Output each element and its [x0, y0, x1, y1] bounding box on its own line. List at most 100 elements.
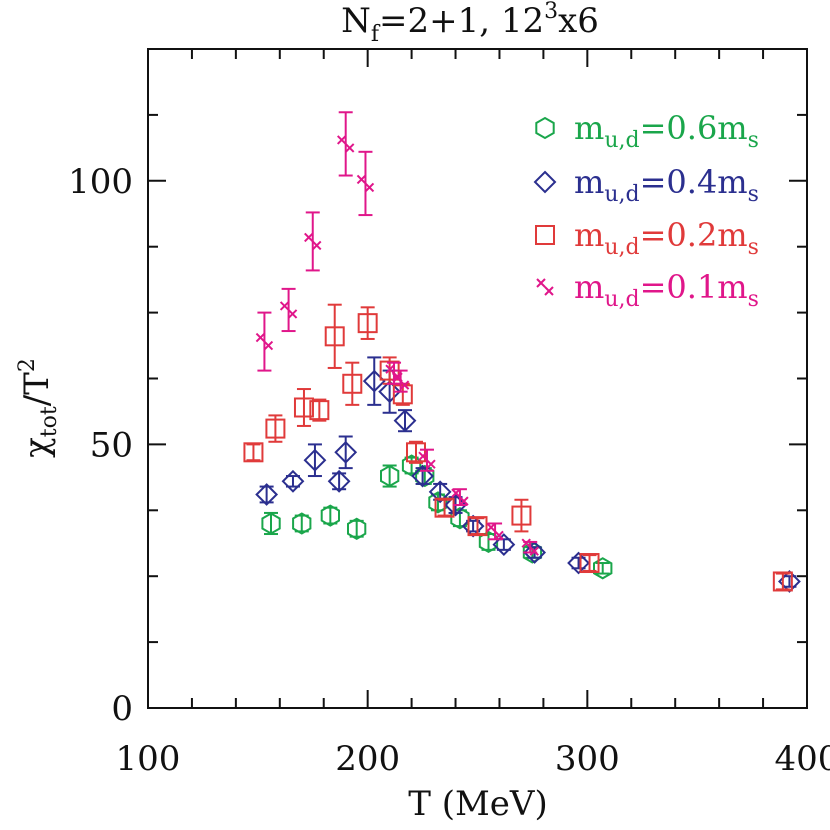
cross-stroke — [255, 332, 266, 343]
y-axis-title: χtot/T2 — [15, 358, 62, 458]
diamond-shape — [334, 440, 358, 464]
hexagon-shape — [261, 512, 281, 535]
legend-marker-diamond — [533, 170, 557, 194]
data-point — [380, 464, 400, 488]
square-marker — [392, 384, 413, 405]
diamond-shape — [428, 480, 452, 504]
x-tick-label: 100 — [116, 739, 181, 779]
square-marker — [293, 397, 314, 418]
legend-label-0: mu,d=0.6ms — [574, 109, 759, 153]
cross-stroke — [385, 364, 395, 374]
y-tick-label: 100 — [68, 162, 133, 202]
square-shape — [324, 326, 345, 347]
data-point — [303, 443, 327, 478]
diamond-shape — [393, 409, 417, 433]
legend-label-2: mu,d=0.2ms — [574, 216, 759, 260]
data-point — [293, 388, 314, 427]
data-point — [281, 469, 305, 493]
diamond-marker — [492, 533, 516, 556]
diamond-shape — [492, 533, 516, 556]
cross-stroke — [263, 340, 274, 351]
diamond-marker — [378, 380, 402, 404]
legend-square-icon — [535, 225, 555, 245]
hexagon-shape — [380, 464, 400, 488]
data-point — [304, 211, 322, 272]
legend-entry-0: mu,d=0.6ms — [535, 109, 759, 153]
cross-stroke — [529, 546, 539, 556]
cross-stroke — [451, 488, 461, 498]
y-tick-label: 50 — [90, 425, 133, 465]
square-shape — [772, 571, 793, 592]
data-point — [279, 287, 298, 333]
square-shape — [405, 442, 426, 463]
hexagon-shape — [292, 512, 312, 535]
data-point — [511, 498, 532, 533]
x-pair-marker — [486, 522, 504, 541]
hexagon-marker — [428, 491, 448, 514]
data-point — [467, 516, 488, 537]
square-shape — [579, 553, 600, 574]
diamond-marker — [281, 469, 305, 493]
diamond-shape — [567, 551, 590, 575]
diamond-shape — [523, 541, 547, 564]
series-2 — [243, 303, 793, 592]
cross-stroke — [418, 451, 428, 461]
data-point — [309, 398, 330, 422]
data-point — [405, 440, 426, 464]
diamond-marker — [327, 469, 351, 493]
x-pair-marker — [336, 135, 355, 153]
cross-stroke — [304, 232, 314, 243]
cross-stroke — [279, 301, 290, 311]
x-axis-title: T (MeV) — [408, 784, 548, 824]
data-point — [324, 303, 345, 369]
square-shape — [392, 384, 413, 405]
diamond-shape — [281, 469, 305, 493]
x-tick-label: 300 — [555, 739, 620, 779]
diamond-shape — [255, 483, 279, 506]
data-point — [327, 469, 351, 493]
chart-title: Nf=2+1, 123x6 — [341, 0, 599, 47]
legend-entry-1: mu,d=0.4ms — [533, 163, 759, 207]
legend-marker-square — [535, 225, 555, 245]
cross-stroke — [287, 309, 298, 319]
data-point — [255, 311, 274, 372]
square-shape — [309, 400, 330, 421]
data-point — [772, 571, 793, 592]
x-pair-marker — [255, 332, 274, 351]
data-point — [342, 361, 363, 406]
plot-frame — [147, 48, 808, 709]
square-marker — [243, 442, 264, 463]
x-tick-label: 400 — [775, 739, 830, 779]
diamond-marker — [334, 440, 358, 464]
axis-ticks — [147, 48, 808, 709]
data-marks — [243, 111, 801, 593]
data-point — [451, 488, 469, 507]
data-point — [393, 409, 417, 433]
legend-x-pair-icon — [536, 278, 554, 296]
legend-entry-3: mu,d=0.1ms — [536, 268, 759, 312]
cross-stroke — [536, 278, 546, 288]
data-point — [357, 306, 378, 340]
data-point — [579, 553, 600, 574]
cross-stroke — [336, 135, 347, 145]
legend-marker-x-pair — [536, 278, 554, 296]
square-shape — [342, 373, 363, 394]
cross-stroke — [426, 459, 436, 469]
hexagon-marker — [380, 464, 400, 488]
cross-stroke — [494, 530, 504, 541]
diamond-marker — [428, 480, 452, 504]
data-point — [434, 497, 455, 518]
cross-stroke — [399, 380, 410, 390]
series-1 — [255, 356, 801, 593]
data-point — [347, 517, 367, 540]
square-shape — [265, 418, 286, 439]
square-shape — [357, 313, 378, 334]
hexagon-marker — [261, 512, 281, 535]
hexagon-marker — [292, 512, 312, 535]
square-marker — [772, 571, 793, 592]
data-point — [261, 511, 281, 536]
cross-stroke — [364, 182, 375, 193]
hexagon-shape — [593, 557, 613, 580]
square-marker — [579, 553, 600, 574]
